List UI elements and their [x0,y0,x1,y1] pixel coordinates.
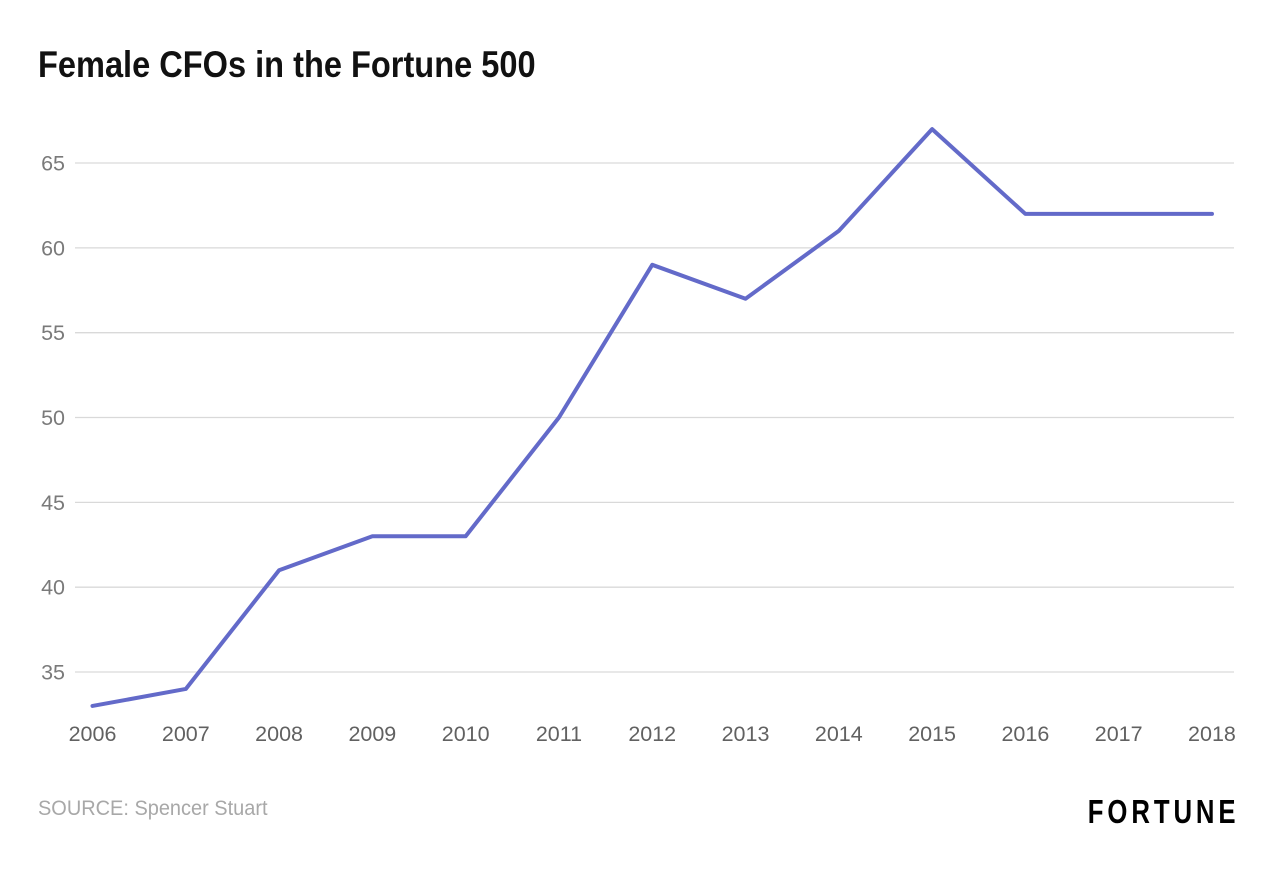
x-tick-label: 2018 [1188,722,1236,746]
data-line-female-cfos [90,127,1214,708]
fortune-logo: FORTUNE [1087,793,1239,830]
x-tick-label: 2006 [69,722,117,746]
y-tick-label: 65 [41,152,65,176]
y-tick-label: 60 [41,236,65,260]
x-tick-label: 2008 [255,722,303,746]
x-tick-label: 2014 [815,722,863,746]
x-tick-label: 2010 [442,722,490,746]
x-tick-label: 2016 [1001,722,1049,746]
x-tick-label: 2012 [628,722,676,746]
x-tick-label: 2009 [348,722,396,746]
y-tick-label: 45 [41,491,65,515]
y-tick-label: 40 [41,576,65,600]
y-tick-label: 55 [41,321,65,345]
x-tick-label: 2011 [536,722,582,746]
x-tick-label: 2017 [1095,722,1143,746]
x-tick-label: 2007 [162,722,210,746]
x-tick-label: 2015 [908,722,956,746]
y-tick-label: 50 [41,406,65,430]
x-tick-label: 2013 [722,722,770,746]
y-tick-label: 35 [41,661,65,685]
chart-title: Female CFOs in the Fortune 500 [38,44,536,85]
source-note: SOURCE: Spencer Stuart [38,797,268,820]
